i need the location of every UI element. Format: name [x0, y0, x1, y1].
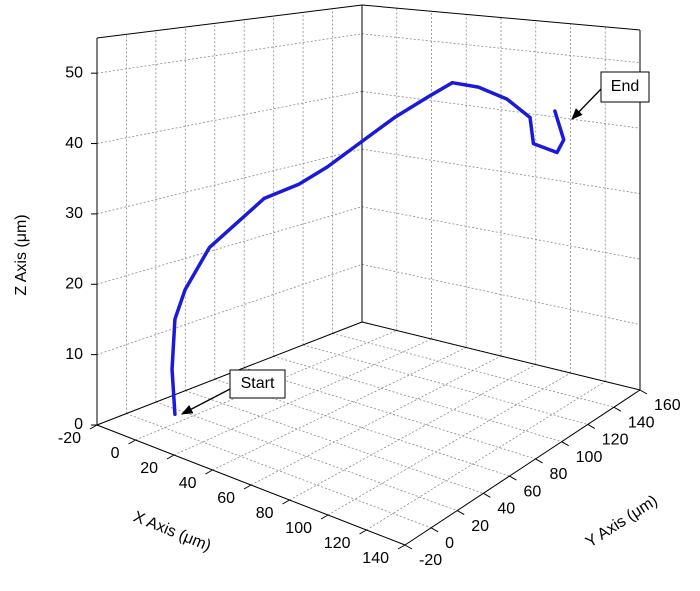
- grid-line: [250, 355, 502, 486]
- y-tick: [587, 424, 596, 429]
- z-tick-label: 20: [65, 275, 83, 292]
- y-tick-label: 80: [550, 466, 568, 483]
- grid-line: [96, 263, 363, 356]
- x-tick-label: 40: [179, 475, 197, 492]
- x-tick-label: 60: [217, 490, 235, 507]
- axis-edge: [361, 4, 641, 31]
- y-tick: [613, 406, 622, 412]
- x-tick-label: 120: [324, 535, 351, 552]
- grid-line: [361, 206, 641, 260]
- x-tick: [243, 484, 252, 490]
- grid-line: [96, 91, 363, 144]
- y-tick-label: 140: [628, 414, 655, 431]
- end-arrow: [571, 87, 603, 120]
- z-tick-label: 10: [65, 346, 83, 363]
- axis-edge: [404, 389, 641, 546]
- y-tick: [483, 492, 491, 498]
- z-tick-label: 0: [74, 416, 83, 433]
- grid-line: [173, 338, 432, 456]
- grid-line: [303, 344, 588, 425]
- grid-line: [361, 148, 641, 195]
- x-axis-label: X Axis (μm): [131, 508, 214, 555]
- z-tick-label: 50: [65, 64, 83, 81]
- trajectory-line: [170, 80, 566, 417]
- x-tick: [128, 439, 136, 445]
- y-tick: [404, 544, 413, 550]
- grid-line: [361, 263, 641, 325]
- grid-line: [96, 206, 363, 285]
- y-tick: [456, 510, 465, 515]
- y-tick-label: 0: [445, 535, 454, 552]
- y-tick: [639, 389, 648, 395]
- grid-line: [332, 333, 614, 408]
- y-tick: [509, 475, 517, 481]
- grid-line: [289, 364, 536, 501]
- y-axis-label: Y Axis (μm): [583, 492, 661, 551]
- end-box: [600, 71, 650, 103]
- grid-line: [327, 372, 571, 516]
- x-tick: [320, 514, 329, 520]
- x-tick: [359, 529, 367, 535]
- z-tick-label: 40: [65, 135, 83, 152]
- y-tick-label: 160: [654, 397, 681, 414]
- x-tick: [205, 469, 213, 475]
- grid-line: [273, 355, 562, 443]
- x-tick-label: 140: [362, 550, 389, 567]
- y-tick-label: 40: [497, 501, 515, 518]
- y-tick-label: -20: [419, 552, 442, 569]
- x-tick: [282, 499, 290, 505]
- x-tick: [397, 544, 406, 550]
- y-tick: [535, 458, 543, 464]
- x-tick-label: -20: [58, 430, 81, 447]
- grid-line: [361, 91, 641, 129]
- grid-line: [244, 367, 536, 460]
- y-tick: [430, 527, 439, 533]
- grid-line: [96, 148, 363, 215]
- start-annotation: Start: [241, 375, 275, 392]
- grid-line: [212, 347, 467, 471]
- axis-edge: [96, 4, 363, 39]
- y-tick-label: 60: [523, 483, 541, 500]
- grid-line: [366, 381, 606, 531]
- end-annotation: End: [611, 78, 639, 95]
- z-tick-label: 30: [65, 205, 83, 222]
- y-tick-label: 20: [471, 518, 489, 535]
- axis-edge: [361, 321, 641, 391]
- x-tick: [89, 424, 98, 430]
- y-tick-label: 120: [602, 432, 629, 449]
- x-tick-label: 20: [140, 460, 158, 477]
- start-arrow: [180, 387, 233, 415]
- y-tick: [561, 441, 569, 447]
- grid-line: [155, 401, 458, 511]
- x-tick-label: 0: [111, 445, 120, 462]
- grid-line: [126, 413, 432, 529]
- z-axis-label: Z Axis (μm): [13, 214, 30, 295]
- start-box: [229, 369, 286, 399]
- grid-line: [361, 33, 641, 64]
- x-tick: [166, 454, 175, 460]
- x-tick-label: 80: [256, 505, 274, 522]
- x-tick-label: 100: [285, 520, 312, 537]
- grid-line: [96, 33, 363, 74]
- y-tick-label: 100: [576, 449, 603, 466]
- grid-line: [185, 390, 484, 494]
